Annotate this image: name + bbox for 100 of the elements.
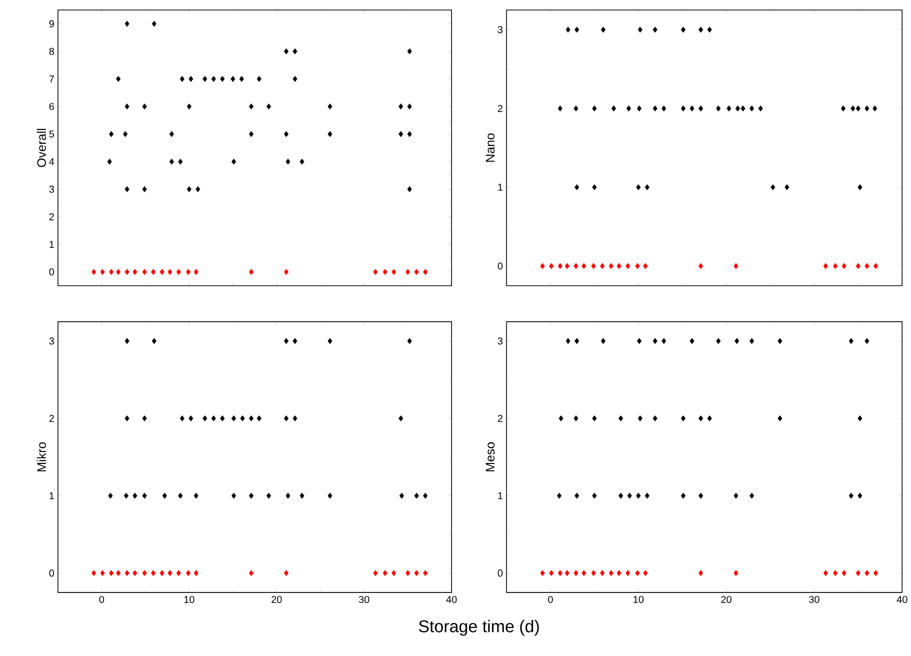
point (414, 268, 419, 275)
point (162, 492, 167, 499)
point (231, 415, 236, 422)
point (574, 338, 580, 344)
point (107, 158, 112, 164)
point (698, 492, 704, 499)
point (840, 105, 846, 112)
y-tick-label: 2 (498, 414, 502, 422)
point (220, 415, 225, 422)
point (618, 492, 624, 499)
point (716, 338, 721, 344)
point (823, 570, 828, 576)
x-tick-label: 20 (272, 596, 282, 603)
point (132, 492, 138, 499)
y-tick-label: 1 (498, 184, 503, 191)
point (423, 570, 428, 576)
point (194, 268, 198, 275)
point (574, 262, 578, 269)
point (680, 415, 686, 422)
point (186, 268, 191, 275)
x-tick-label: 40 (896, 596, 908, 603)
point (328, 338, 332, 344)
point (407, 48, 412, 54)
point (407, 338, 412, 344)
y-tick-label: 5 (49, 130, 54, 138)
y-tick-label: 1 (50, 240, 54, 248)
point (142, 268, 147, 275)
point (566, 26, 570, 33)
point (180, 76, 184, 82)
point (591, 262, 596, 269)
point (292, 415, 298, 422)
point (734, 492, 738, 499)
point (284, 338, 289, 344)
point (142, 186, 147, 192)
point (124, 103, 130, 110)
point (784, 184, 790, 190)
point (300, 492, 304, 499)
point (616, 262, 622, 269)
point (142, 415, 147, 422)
point (842, 570, 846, 576)
point (592, 492, 597, 499)
point (266, 492, 272, 499)
point (644, 492, 650, 499)
point (284, 48, 289, 54)
point (558, 415, 564, 422)
point (758, 105, 763, 112)
point (749, 338, 754, 344)
point (600, 262, 605, 269)
point (373, 570, 378, 576)
point (178, 492, 183, 499)
point (92, 268, 96, 275)
point (558, 105, 562, 112)
y-tick-label: 3 (498, 26, 503, 34)
point (626, 105, 632, 112)
point (284, 268, 289, 275)
point (392, 570, 396, 576)
point (109, 268, 114, 275)
y-tick-label: 3 (498, 337, 503, 344)
point (300, 158, 304, 164)
y-tick-label: 7 (49, 75, 54, 82)
point (680, 492, 686, 499)
point (574, 105, 578, 112)
point (194, 492, 198, 499)
point (823, 262, 828, 269)
point (292, 338, 298, 344)
point (186, 570, 191, 576)
point (856, 570, 860, 576)
point (749, 492, 754, 499)
point (292, 76, 298, 82)
point (662, 338, 666, 344)
y-tick-label: 0 (49, 569, 54, 576)
point (423, 268, 428, 275)
point (188, 415, 194, 422)
point (566, 338, 570, 344)
point (248, 103, 254, 110)
point (734, 262, 738, 269)
point (635, 262, 640, 269)
point (735, 105, 740, 112)
point (220, 76, 225, 82)
point (636, 338, 642, 344)
point (616, 570, 622, 576)
point (248, 130, 254, 137)
point (698, 415, 704, 422)
point (574, 415, 578, 422)
point (556, 492, 562, 499)
point (564, 262, 570, 269)
point (848, 338, 854, 344)
y-tick-label: 3 (49, 186, 54, 193)
point (707, 26, 712, 33)
point (608, 570, 614, 576)
x-tick-label: 40 (446, 596, 457, 603)
point (231, 158, 236, 164)
point (833, 570, 838, 576)
point (414, 492, 419, 499)
point (716, 105, 721, 112)
point (256, 415, 262, 422)
point (116, 76, 121, 82)
y-tick-label: 4 (49, 158, 54, 165)
y-tick-label: 0 (498, 569, 503, 576)
point (652, 26, 658, 33)
